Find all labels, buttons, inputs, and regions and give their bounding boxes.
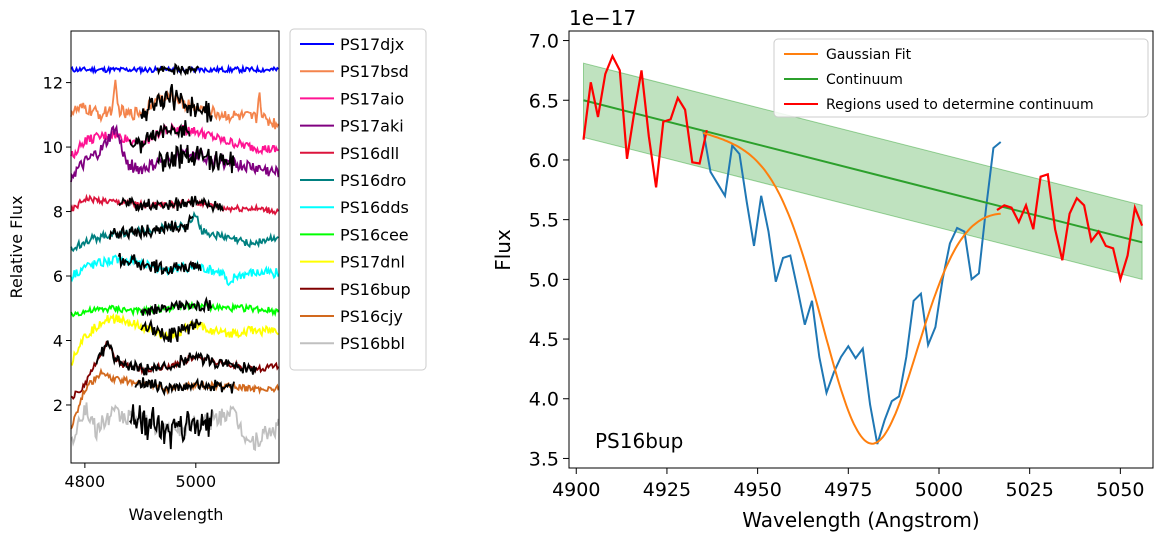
right-xtick-label: 4900	[552, 479, 600, 501]
fit-region-PS16bbl	[129, 404, 213, 450]
left-chart: 4800 5000 2 4 6 8 10 12 Wavelength Relative Flu…	[7, 28, 427, 524]
right-plot-frame	[568, 30, 1154, 469]
legend-label-PS16bup: PS16bup	[340, 280, 411, 299]
right-chart: 4900 4925 4950 4975 5000 5025 5050 3.5 4.0 4.5 5.0…	[491, 6, 1154, 532]
fit-region-PS16cee	[140, 296, 213, 317]
left-ytick-label: 2	[53, 396, 63, 415]
legend-label-PS17bsd: PS17bsd	[340, 62, 409, 81]
legend-label-PS17aki: PS17aki	[340, 117, 404, 136]
right-xlabel: Wavelength (Angstrom)	[742, 508, 979, 532]
left-plot-lines	[70, 62, 280, 452]
right-ytick-label: 3.5	[529, 448, 559, 470]
legend-label-PS16bbl: PS16bbl	[340, 334, 405, 353]
fit-region-PS16dll	[118, 195, 224, 214]
right-xtick-label: 4950	[733, 479, 781, 501]
legend-label-PS16dds: PS16dds	[340, 198, 409, 217]
left-ytick-label: 10	[43, 138, 63, 157]
fit-region-PS16cjy	[134, 377, 235, 397]
fit-region-PS17dnl	[140, 318, 202, 344]
right-xtick-label: 4975	[824, 479, 872, 501]
right-scale-label: 1e−17	[569, 6, 636, 30]
left-legend-box	[289, 28, 427, 371]
gaussian-fit-line	[702, 132, 1001, 445]
right-annotation: PS16bup	[595, 429, 683, 453]
legend-label-PS16cjy: PS16cjy	[340, 307, 403, 326]
right-legend-box	[773, 38, 1149, 118]
legend-label-PS17dnl: PS17dnl	[340, 253, 405, 272]
legend-label-PS16dll: PS16dll	[340, 144, 399, 163]
fit-region-PS17djx	[156, 62, 200, 77]
right-xtick-label: 4925	[643, 479, 691, 501]
continuum-line	[583, 99, 1143, 244]
right-xtick-label: 5000	[915, 479, 963, 501]
fit-region-PS16dds	[117, 252, 202, 276]
continuum-region-1	[582, 53, 708, 188]
left-xlabel: Wavelength	[129, 505, 224, 524]
fit-region-PS17bsd	[140, 83, 213, 123]
left-ylabel: Relative Flux	[7, 196, 26, 299]
fit-region-PS16bup	[95, 340, 258, 376]
fit-region-PS17aio	[128, 120, 191, 154]
left-legend: PS17djx PS17bsd PS17aio PS17aki PS16dll PS16d…	[289, 28, 427, 371]
continuum-region-2	[996, 172, 1144, 284]
fit-region-PS17aki	[156, 144, 235, 174]
legend-label-PS17aio: PS17aio	[340, 89, 404, 108]
right-legend: Gaussian Fit Continuum Regions used to det…	[773, 38, 1149, 118]
left-xtick-label: 5000	[175, 472, 216, 491]
series-line-PS16dds	[70, 254, 280, 287]
right-legend-label: Gaussian Fit	[826, 47, 912, 63]
left-plot-frame	[70, 30, 280, 464]
right-ylabel: Flux	[491, 229, 515, 271]
left-ytick-label: 8	[53, 203, 63, 222]
spectrum-line	[702, 129, 1002, 445]
right-ytick-label: 6.0	[529, 150, 559, 172]
legend-label-PS17djx: PS17djx	[340, 35, 404, 54]
right-xtick-label: 5025	[1005, 479, 1053, 501]
right-legend-label: Continuum	[826, 72, 903, 88]
left-axes: 4800 5000 2 4 6 8 10 12	[43, 74, 217, 491]
right-ytick-label: 4.0	[529, 389, 559, 411]
left-ytick-label: 4	[53, 331, 63, 350]
right-plot-lines	[582, 53, 1144, 445]
series-line-PS17dnl	[70, 313, 280, 366]
left-ytick-label: 6	[53, 267, 63, 286]
right-xtick-label: 5050	[1096, 479, 1144, 501]
right-ytick-label: 6.5	[529, 90, 559, 112]
left-ytick-label: 12	[43, 74, 63, 93]
legend-label-PS16cee: PS16cee	[340, 225, 409, 244]
left-xtick-label: 4800	[65, 472, 106, 491]
right-ytick-label: 5.0	[529, 269, 559, 291]
right-ytick-label: 4.5	[529, 329, 559, 351]
legend-label-PS16dro: PS16dro	[340, 171, 406, 190]
right-ytick-label: 7.0	[529, 31, 559, 53]
series-line-PS16dro	[70, 210, 279, 253]
right-axes: 4900 4925 4950 4975 5000 5025 5050 3.5 4.0 4.5 5.0…	[529, 31, 1145, 501]
right-ytick-label: 5.5	[529, 210, 559, 232]
right-legend-label: Regions used to determine continuum	[826, 97, 1094, 113]
fit-region-PS16dro	[108, 213, 194, 241]
